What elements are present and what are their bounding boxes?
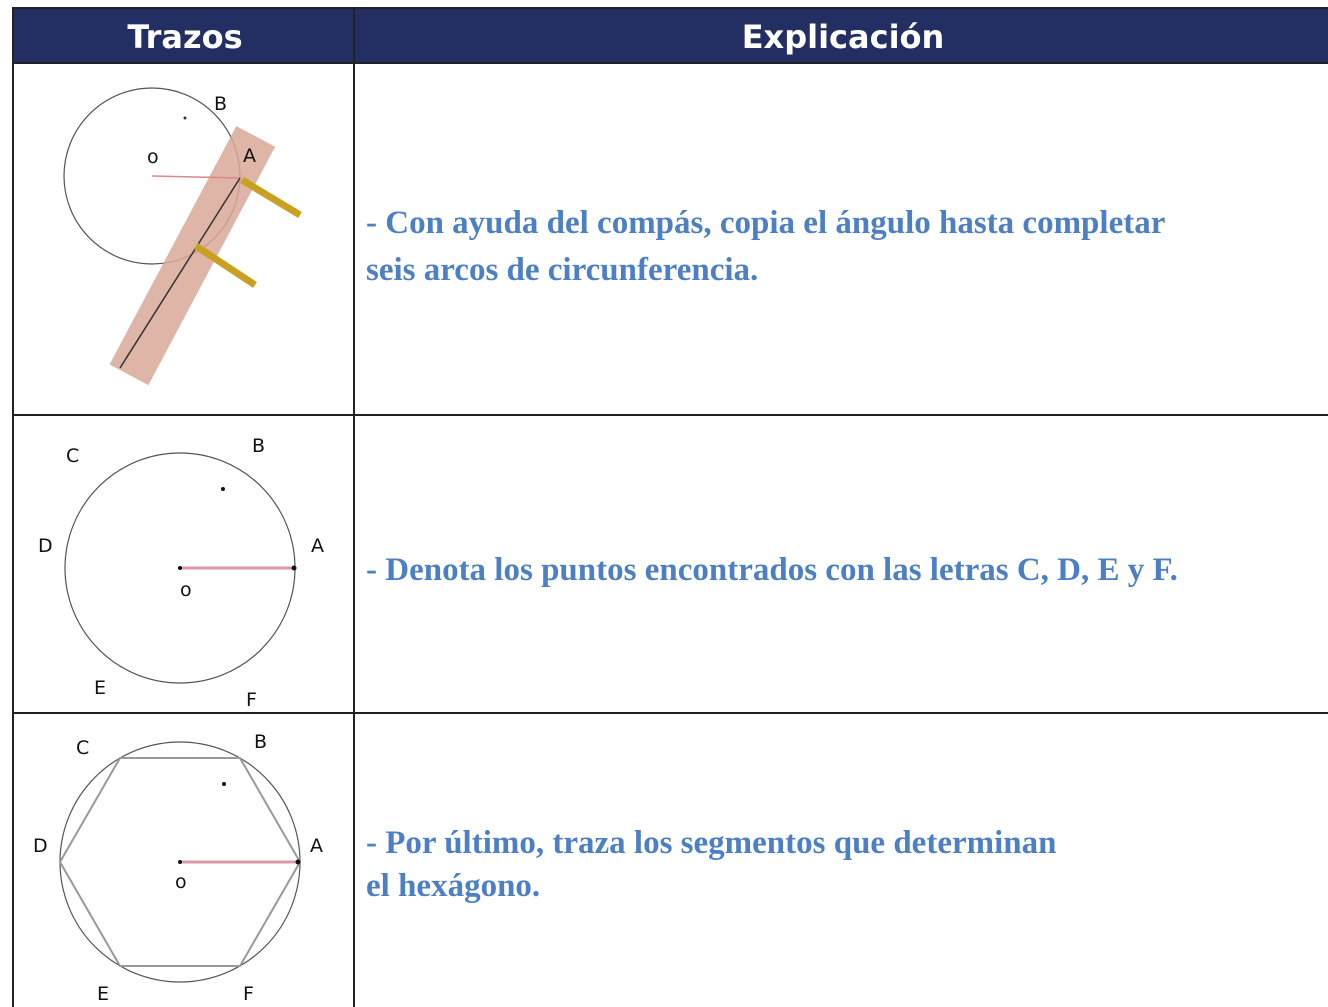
- figure-label: E: [94, 677, 106, 699]
- header-cell: Trazos: [127, 18, 242, 56]
- figure: C B D A o E F: [38, 435, 324, 711]
- explanation-line: el hexágono.: [366, 868, 540, 904]
- header-cell: Explicación: [742, 18, 945, 56]
- figure: B o A: [63, 87, 302, 386]
- figure-label: B: [214, 93, 227, 115]
- figure-label: D: [38, 535, 53, 557]
- figure-label: B: [254, 731, 267, 753]
- explanation-line: seis arcos de circunferencia.: [366, 252, 758, 288]
- figure-label: C: [76, 737, 89, 759]
- figure-label: A: [243, 145, 256, 167]
- figure-label: o: [175, 871, 187, 893]
- figure-label: C: [66, 445, 79, 467]
- figure-label: A: [311, 535, 324, 557]
- figure-label: A: [310, 835, 323, 857]
- explanation-line: - Denota los puntos encontrados con las …: [366, 552, 1178, 588]
- table-grid: [12, 7, 1328, 1007]
- figure-label: E: [97, 983, 109, 1005]
- header-row: [12, 8, 1328, 63]
- explanation-line: - Por último, traza los segmentos que de…: [366, 825, 1056, 861]
- figure-label: F: [246, 689, 257, 711]
- figure-label: o: [180, 579, 192, 601]
- figure-label: o: [147, 146, 159, 168]
- figure-label: D: [33, 835, 48, 857]
- figure-label: F: [243, 983, 254, 1005]
- figure-label: B: [252, 435, 265, 457]
- figure: C B D A o E F: [33, 731, 323, 1005]
- explanation-line: - Con ayuda del compás, copia el ángulo …: [366, 205, 1165, 241]
